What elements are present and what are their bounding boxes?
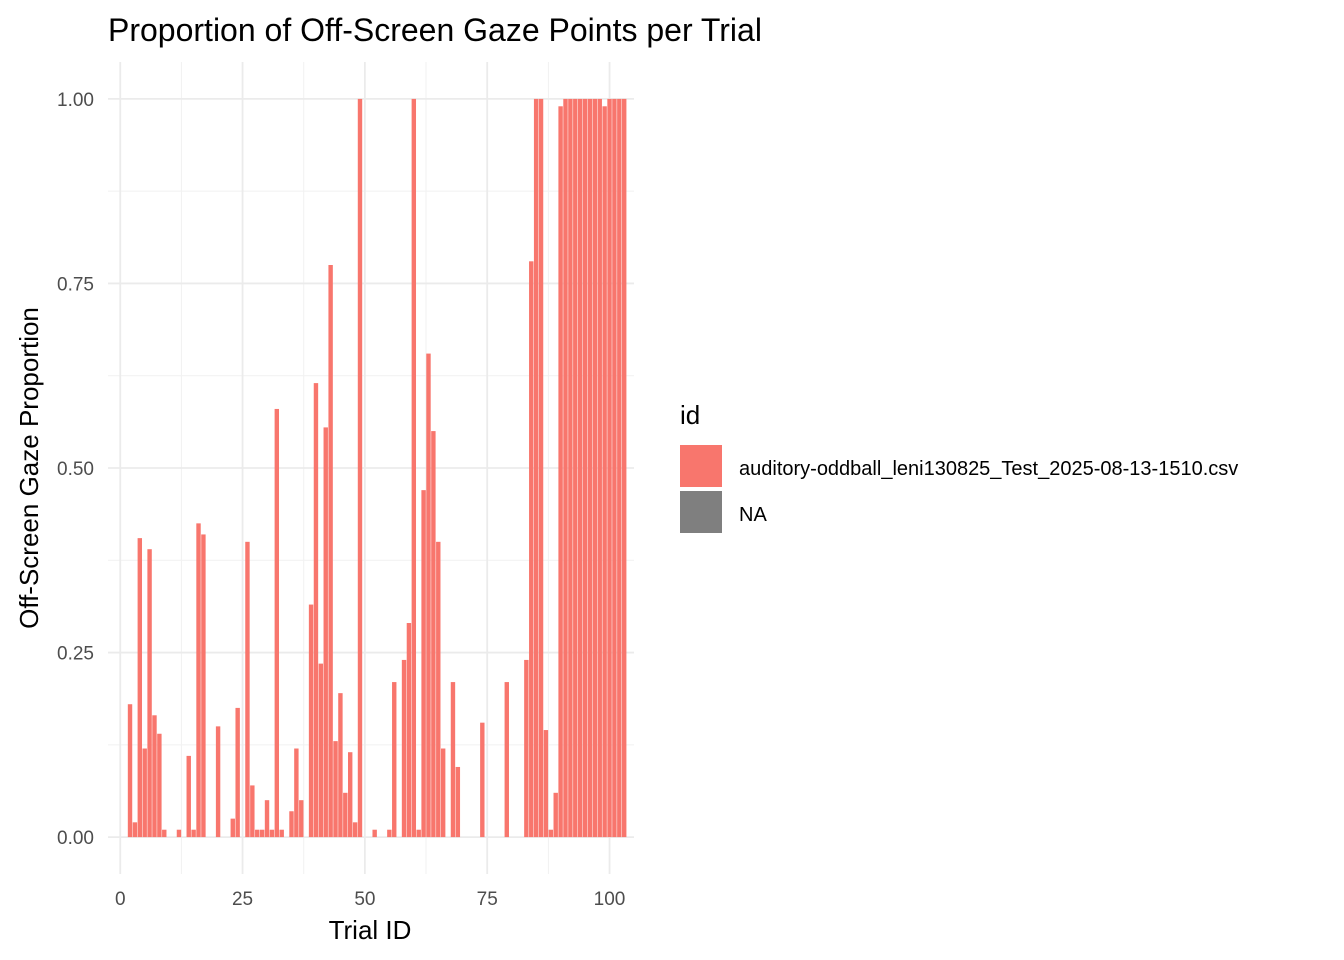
bar <box>401 659 407 838</box>
bar <box>338 693 343 838</box>
bar <box>132 822 138 838</box>
bar <box>602 106 607 838</box>
bar <box>186 755 191 838</box>
bar <box>235 707 240 838</box>
bar <box>440 748 446 838</box>
bar <box>343 792 348 838</box>
bar <box>162 829 167 838</box>
y-tick-label: 0.50 <box>57 459 94 480</box>
bar <box>157 733 162 838</box>
y-axis-ticks: 0.00 0.25 0.50 0.75 1.00 <box>57 90 94 849</box>
bar <box>533 98 539 838</box>
bar <box>308 604 314 838</box>
bar <box>592 98 598 838</box>
bar <box>357 98 363 838</box>
bar <box>597 98 602 838</box>
bar <box>201 534 206 838</box>
bar <box>607 98 612 838</box>
bar <box>392 682 397 838</box>
bar <box>538 98 544 838</box>
y-tick-label: 0.25 <box>57 644 94 665</box>
legend: id auditory-oddball_leni130825_Test_2025… <box>680 400 1238 533</box>
bar <box>587 98 593 838</box>
legend-swatch-na <box>680 491 722 533</box>
bar <box>274 408 280 838</box>
bar <box>455 766 461 838</box>
bar <box>289 811 294 838</box>
bar <box>529 261 534 838</box>
bar <box>563 98 568 838</box>
bar <box>617 98 622 838</box>
legend-swatch-file <box>680 445 722 487</box>
bar <box>230 818 235 838</box>
bar <box>333 741 338 838</box>
bar <box>269 829 275 838</box>
bar <box>176 829 182 838</box>
bar <box>318 663 324 838</box>
bar <box>215 726 221 838</box>
bar <box>152 715 157 838</box>
bar <box>250 785 255 838</box>
bar <box>543 730 549 838</box>
bar <box>406 623 412 838</box>
legend-label-file: auditory-oddball_leni130825_Test_2025-08… <box>739 458 1238 480</box>
bar <box>191 829 196 838</box>
bar <box>612 98 617 838</box>
x-tick-label: 0 <box>115 889 126 910</box>
bar <box>568 98 573 838</box>
bar <box>582 98 588 838</box>
bar <box>142 748 147 838</box>
bar <box>553 792 558 838</box>
bar <box>450 682 456 838</box>
bar <box>411 98 417 838</box>
y-tick-label: 0.00 <box>57 828 94 849</box>
legend-title: id <box>680 400 700 430</box>
bar <box>323 427 328 838</box>
chart-title: Proportion of Off-Screen Gaze Points per… <box>108 12 762 48</box>
bar <box>622 98 627 838</box>
bar <box>279 829 284 838</box>
bar <box>313 383 319 838</box>
bar <box>573 98 578 838</box>
x-axis-title: Trial ID <box>329 915 412 945</box>
bar <box>127 704 133 838</box>
x-tick-label: 25 <box>232 889 253 910</box>
x-axis-ticks: 0 25 50 75 100 <box>115 889 625 910</box>
bar <box>245 541 250 838</box>
bar <box>294 748 299 838</box>
bar <box>348 752 353 838</box>
bar <box>372 829 377 838</box>
bar <box>299 800 304 838</box>
bar <box>504 682 509 838</box>
bar <box>558 106 563 838</box>
legend-label-na: NA <box>739 504 767 526</box>
x-tick-label: 100 <box>594 889 626 910</box>
bar <box>416 829 421 838</box>
x-tick-label: 50 <box>354 889 375 910</box>
bar <box>352 822 358 838</box>
grid-lines <box>108 62 634 874</box>
bar <box>436 541 441 838</box>
bar <box>524 659 529 838</box>
y-axis-title: Off-Screen Gaze Proportion <box>14 307 44 629</box>
bar <box>548 829 554 838</box>
y-tick-label: 1.00 <box>57 90 94 111</box>
bar <box>137 538 143 838</box>
bar-series <box>127 98 627 838</box>
bar <box>328 265 333 838</box>
bar <box>259 829 265 838</box>
bar <box>431 431 436 838</box>
bar <box>421 490 426 838</box>
bar <box>577 98 583 838</box>
bar <box>264 800 270 838</box>
bar <box>255 829 260 838</box>
x-tick-label: 75 <box>477 889 498 910</box>
y-tick-label: 0.75 <box>57 274 94 295</box>
bar <box>147 549 152 838</box>
bar <box>196 523 201 838</box>
bar <box>480 722 485 838</box>
bar <box>387 829 392 838</box>
bar <box>426 353 431 838</box>
